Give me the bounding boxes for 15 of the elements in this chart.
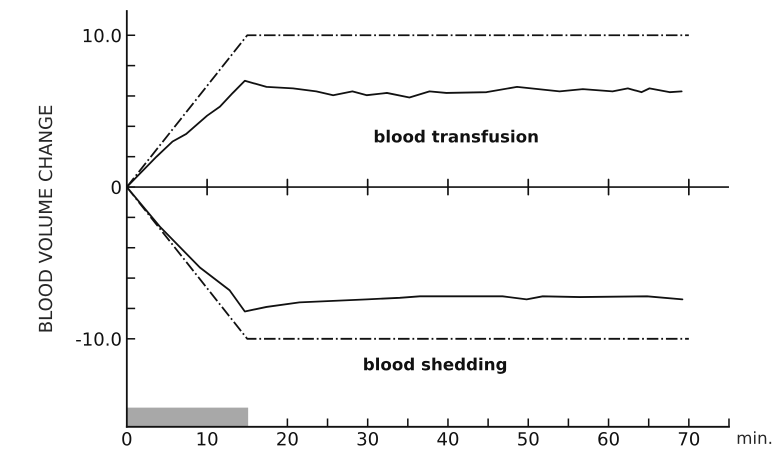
- y-tick-label: 0: [112, 180, 121, 194]
- x-tick-label: 20: [277, 432, 298, 446]
- x-tick-label: 30: [358, 432, 378, 446]
- x-tick-label: 10: [198, 432, 218, 446]
- x-tick-label: 70: [678, 432, 700, 446]
- y-axis-title: BLOOD VOLUME CHANGE: [38, 106, 52, 332]
- y-tick-label: -10.0: [76, 332, 121, 346]
- y-tick-label: 10.0: [84, 28, 121, 42]
- x-tick-label: 40: [437, 432, 458, 446]
- x-tick-label: 60: [598, 432, 619, 446]
- x-tick-label: 0: [122, 432, 132, 446]
- x-tick-label: 50: [518, 432, 539, 446]
- x-axis-title: min.: [738, 431, 772, 444]
- annotation: blood transfusion: [374, 130, 538, 143]
- annotation: blood shedding: [364, 358, 506, 374]
